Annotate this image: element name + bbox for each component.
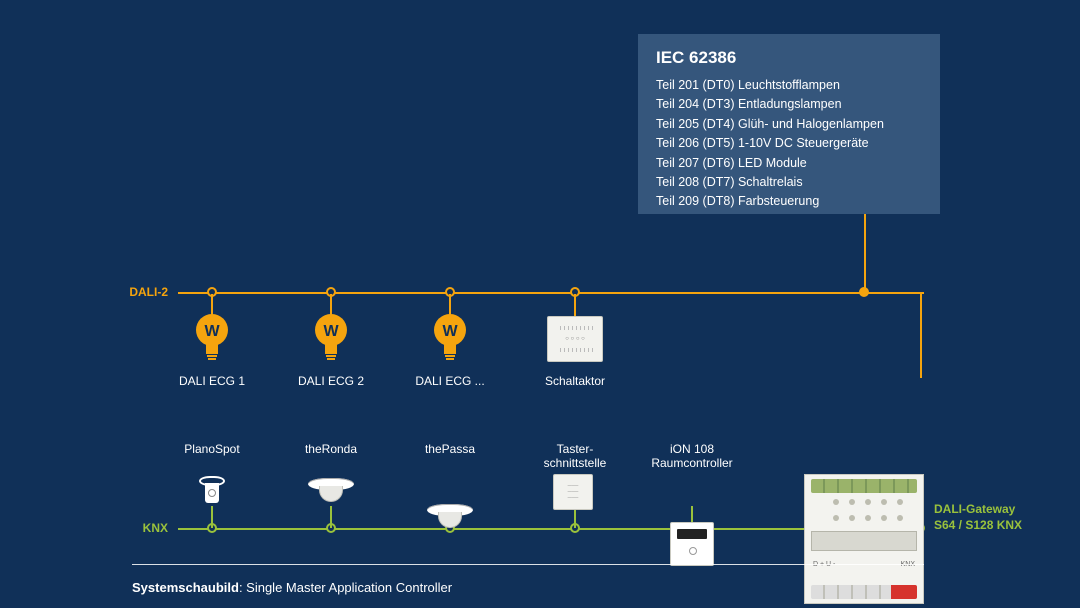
sensor-dome: [319, 486, 343, 502]
gateway-terminals-top: [811, 479, 917, 493]
knx-node-label: PlanoSpot: [152, 442, 272, 456]
iec-legend-item: Teil 205 (DT4) Glüh- und Halogenlampen: [656, 115, 922, 134]
knx-node-label: iON 108Raumcontroller: [632, 442, 752, 470]
bulb-icon: W: [311, 312, 351, 367]
dali-node-label: DALI ECG ...: [395, 374, 505, 388]
sensor-icon: [304, 478, 358, 504]
gateway-din-rail: [811, 531, 917, 551]
device-terminals: [557, 348, 593, 352]
diagram-caption: Systemschaubild: Single Master Applicati…: [132, 580, 452, 595]
iec-legend-item: Teil 207 (DT6) LED Module: [656, 154, 922, 173]
iec-legend-item: Teil 208 (DT7) Schaltrelais: [656, 173, 922, 192]
schaltaktor-icon: ○ ○ ○ ○: [547, 316, 603, 362]
gateway-led: [897, 515, 903, 521]
svg-text:W: W: [323, 323, 339, 340]
knx-node-label: Taster-schnittstelle: [515, 442, 635, 470]
gateway-terminals-bottom: [811, 585, 917, 599]
knx-node-label: thePassa: [390, 442, 510, 456]
iec-legend-item: Teil 201 (DT0) Leuchtstofflampen: [656, 76, 922, 95]
ion-controller-icon: [670, 522, 714, 566]
gateway-led: [865, 515, 871, 521]
dali-node-stub: [574, 294, 576, 316]
gateway-led: [881, 515, 887, 521]
legend-to-dali-line: [864, 214, 866, 292]
planospot-body: [205, 483, 219, 503]
caption-rest: : Single Master Application Controller: [239, 580, 452, 595]
device-text: ○ ○ ○ ○: [565, 336, 585, 342]
gateway-led: [849, 515, 855, 521]
gateway-led: [897, 499, 903, 505]
dali-bus-label: DALI-2: [104, 285, 168, 299]
sensor-icon: [423, 504, 477, 530]
dali-node-label: DALI ECG 1: [157, 374, 267, 388]
dali-node-dot: [859, 287, 869, 297]
dali-to-gateway-line: [920, 292, 922, 378]
dali-node-label: DALI ECG 2: [276, 374, 386, 388]
iec-legend-item: Teil 204 (DT3) Entladungslampen: [656, 95, 922, 114]
knx-node-stub: [211, 506, 213, 528]
knx-node-label: theRonda: [271, 442, 391, 456]
dali-gateway-icon: D + U -KNX: [804, 474, 924, 604]
gateway-label: DALI-GatewayS64 / S128 KNX: [934, 502, 1022, 533]
device-text: ─────────: [566, 481, 581, 503]
bulb-icon: W: [430, 312, 470, 367]
knx-bus-label: KNX: [104, 521, 168, 535]
iec-legend-item: Teil 206 (DT5) 1-10V DC Steuergeräte: [656, 134, 922, 153]
gateway-led: [865, 499, 871, 505]
gateway-led: [833, 499, 839, 505]
device-terminals: [557, 326, 593, 330]
taster-interface-icon: ─────────: [553, 474, 593, 510]
gateway-led: [833, 515, 839, 521]
svg-text:W: W: [204, 323, 220, 340]
iec-legend-box: IEC 62386 Teil 201 (DT0) Leuchtstofflampe…: [638, 34, 940, 214]
knx-node-stub: [330, 506, 332, 528]
iec-legend-title: IEC 62386: [656, 48, 922, 68]
gateway-led: [881, 499, 887, 505]
dali-node-label: Schaltaktor: [520, 374, 630, 388]
sensor-dome: [438, 512, 462, 528]
caption-rule: [132, 564, 924, 565]
gateway-led: [849, 499, 855, 505]
diagram-stage: IEC 62386 Teil 201 (DT0) Leuchtstofflampe…: [0, 0, 1080, 608]
planospot-icon: [197, 476, 227, 506]
svg-text:W: W: [442, 323, 458, 340]
dali-bus-line: [178, 292, 924, 294]
iec-legend-item: Teil 209 (DT8) Farbsteuerung: [656, 192, 922, 211]
caption-bold: Systemschaubild: [132, 580, 239, 595]
bulb-icon: W: [192, 312, 232, 367]
